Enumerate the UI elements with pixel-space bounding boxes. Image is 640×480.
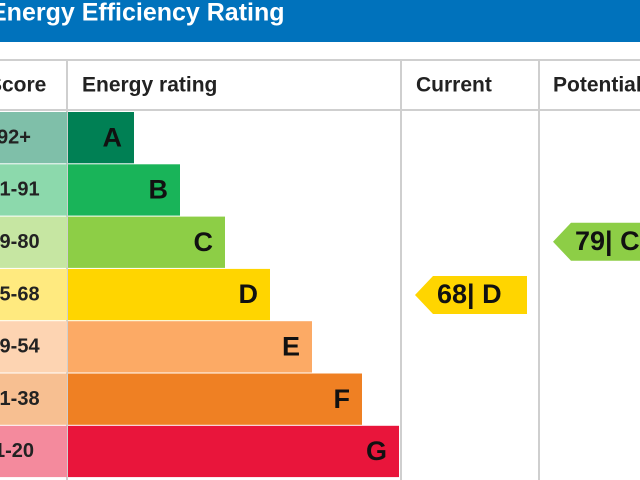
rating-bar <box>68 216 225 268</box>
rating-bar <box>68 112 134 164</box>
rating-letter: B <box>149 175 169 205</box>
score-label: 69-80 <box>0 231 40 253</box>
rating-letter: F <box>334 384 351 414</box>
score-label: 21-38 <box>0 388 40 410</box>
score-cell <box>0 164 67 216</box>
score-cell <box>0 373 67 425</box>
header-bar <box>0 0 640 42</box>
rating-letter: G <box>366 436 387 466</box>
header-score: Score <box>0 74 46 97</box>
rating-letter: E <box>282 331 300 361</box>
score-label: 1-20 <box>0 440 34 462</box>
rating-bar <box>68 268 270 321</box>
rating-bar <box>68 373 362 425</box>
score-cell <box>0 268 67 321</box>
score-label: 55-68 <box>0 283 40 305</box>
current-arrow <box>415 276 527 315</box>
header-potential: Potential <box>553 74 640 97</box>
score-label: 39-54 <box>0 336 40 358</box>
score-label: 92+ <box>0 126 31 148</box>
rating-letter: C <box>194 227 214 257</box>
header-rating: Energy rating <box>82 74 217 97</box>
score-cell <box>0 321 67 373</box>
current-label: 68| D <box>437 279 502 309</box>
potential-arrow <box>553 222 640 261</box>
header-current: Current <box>416 74 492 97</box>
rating-bar <box>68 425 399 478</box>
potential-label: 79| C <box>575 226 640 256</box>
score-cell <box>0 216 67 268</box>
title: Energy Efficiency Rating <box>0 0 285 27</box>
score-cell <box>0 425 67 478</box>
rating-bar <box>68 321 312 373</box>
rating-letter: D <box>239 279 259 309</box>
score-cell <box>0 112 67 164</box>
score-label: 81-91 <box>0 179 40 201</box>
rating-bar <box>68 164 180 216</box>
rating-letter: A <box>103 122 123 152</box>
